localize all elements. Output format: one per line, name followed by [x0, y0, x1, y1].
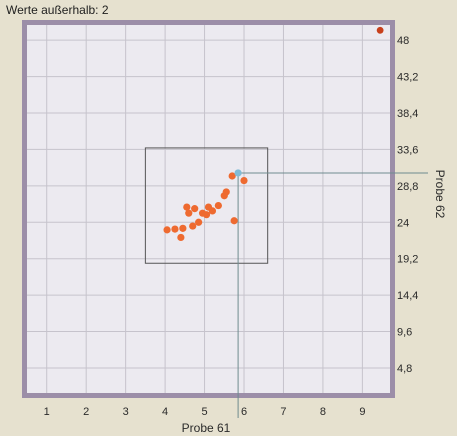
- data-point[interactable]: [177, 233, 185, 242]
- data-point[interactable]: [222, 188, 230, 196]
- data-point[interactable]: [208, 207, 217, 215]
- y-tick-label: 14,4: [397, 290, 418, 302]
- y-tick-label: 28,8: [397, 181, 418, 193]
- x-tick-label: 4: [162, 406, 168, 418]
- data-point[interactable]: [189, 222, 197, 230]
- y-tick-label: 43,2: [397, 72, 418, 84]
- data-point[interactable]: [191, 205, 199, 213]
- outside-values-status: Werte außerhalb: 2: [6, 3, 109, 17]
- zoom-selection-box[interactable]: [144, 147, 269, 264]
- x-tick-label: 9: [359, 406, 365, 418]
- selected-data-point[interactable]: [234, 169, 242, 177]
- x-axis-title: Probe 61: [182, 421, 231, 435]
- x-tick-label: 3: [123, 406, 129, 418]
- data-point[interactable]: [171, 225, 179, 233]
- data-point[interactable]: [179, 224, 187, 232]
- data-points: [163, 169, 248, 242]
- plot-frame: [22, 20, 395, 398]
- data-point[interactable]: [163, 226, 171, 234]
- y-axis-ticks: 4,8 9,6 14,4 19,2 24 28,8 33,6 38,4 43,2 48: [397, 35, 418, 375]
- data-point[interactable]: [183, 203, 191, 211]
- grid: [27, 25, 390, 393]
- x-tick-label: 5: [201, 406, 207, 418]
- y-tick-label: 9,6: [397, 327, 412, 339]
- crosshair: [237, 172, 428, 418]
- x-axis-ticks: 1 2 3 4 5 6 7 8 9: [44, 406, 366, 418]
- outside-point-marker[interactable]: [376, 26, 384, 34]
- data-point[interactable]: [230, 217, 238, 225]
- data-point[interactable]: [202, 211, 211, 219]
- y-tick-label: 38,4: [397, 108, 418, 120]
- data-point[interactable]: [228, 172, 236, 180]
- y-tick-label: 24: [397, 217, 409, 229]
- y-axis-title: Probe 62: [433, 170, 447, 219]
- x-tick-label: 1: [44, 406, 50, 418]
- x-tick-label: 6: [241, 406, 247, 418]
- data-point[interactable]: [195, 218, 203, 226]
- y-tick-label: 19,2: [397, 254, 418, 266]
- outside-points: [376, 26, 384, 34]
- data-point[interactable]: [185, 209, 193, 217]
- data-point[interactable]: [240, 176, 248, 185]
- x-tick-label: 2: [83, 406, 89, 418]
- y-tick-label: 4,8: [397, 363, 412, 375]
- y-tick-label: 48: [397, 35, 409, 47]
- x-tick-label: 7: [280, 406, 286, 418]
- x-tick-label: 8: [320, 406, 326, 418]
- data-point[interactable]: [214, 201, 222, 210]
- y-tick-label: 33,6: [397, 144, 418, 156]
